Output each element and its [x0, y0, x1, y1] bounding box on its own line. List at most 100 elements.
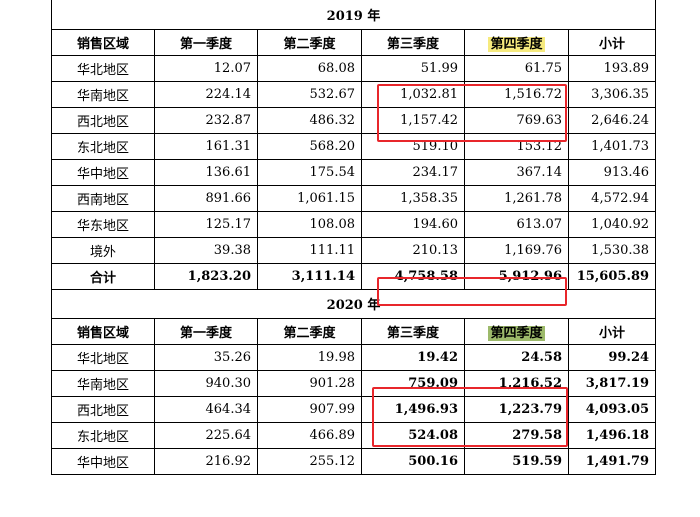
col-header-q4: 第四季度 [464, 317, 569, 345]
subtotal-cell: 3,306.35 [567, 80, 657, 108]
region-cell: 东北地区 [51, 132, 155, 160]
table-row: 西北地区 464.34 907.99 1,496.93 1,223.79 4,0… [51, 395, 657, 423]
q4-cell: 1,261.78 [464, 184, 569, 212]
subtotal-cell: 99.24 [567, 343, 657, 371]
region-cell: 东北地区 [51, 421, 155, 449]
q4-cell: 24.58 [464, 343, 569, 371]
table-row: 华东地区 125.17 108.08 194.60 613.07 1,040.9… [51, 210, 657, 238]
col-header-subtotal: 小计 [567, 317, 657, 345]
total-q3: 4,758.58 [361, 262, 465, 290]
col-header-q2: 第二季度 [257, 28, 362, 56]
q3-cell: 1,358.35 [361, 184, 465, 212]
region-cell: 华北地区 [51, 343, 155, 371]
q1-cell: 940.30 [154, 369, 258, 397]
q1-cell: 161.31 [154, 132, 258, 160]
sales-document: 2019 年 销售区域 第一季度 第二季度 第三季度 第四季度 小计 华北地区 … [50, 0, 657, 475]
col-header-region: 销售区域 [51, 317, 155, 345]
region-cell: 西南地区 [51, 184, 155, 212]
region-cell: 华中地区 [51, 447, 155, 475]
table-row: 东北地区 225.64 466.89 524.08 279.58 1,496.1… [51, 421, 657, 449]
header-row-2019: 销售区域 第一季度 第二季度 第三季度 第四季度 小计 [51, 28, 657, 56]
q1-cell: 216.92 [154, 447, 258, 475]
region-cell: 西北地区 [51, 106, 155, 134]
q1-cell: 12.07 [154, 54, 258, 82]
q2-cell: 255.12 [257, 447, 362, 475]
header-row-2020: 销售区域 第一季度 第二季度 第三季度 第四季度 小计 [51, 317, 657, 345]
total-label: 合计 [51, 262, 155, 290]
q1-cell: 136.61 [154, 158, 258, 186]
q3-cell: 194.60 [361, 210, 465, 238]
q3-cell: 1,157.42 [361, 106, 465, 134]
table-row: 华南地区 940.30 901.28 759.09 1,216.52 3,817… [51, 369, 657, 397]
subtotal-cell: 4,093.05 [567, 395, 657, 423]
q1-cell: 464.34 [154, 395, 258, 423]
table-row: 华中地区 216.92 255.12 500.16 519.59 1,491.7… [51, 447, 657, 475]
q3-cell: 524.08 [361, 421, 465, 449]
col-header-region: 销售区域 [51, 28, 155, 56]
table-row: 华南地区 224.14 532.67 1,032.81 1,516.72 3,3… [51, 80, 657, 108]
year-title-2020: 2020 年 [50, 288, 657, 319]
region-cell: 华北地区 [51, 54, 155, 82]
subtotal-cell: 913.46 [567, 158, 657, 186]
highlighted-q4-label: 第四季度 [488, 36, 545, 52]
q1-cell: 39.38 [154, 236, 258, 264]
q1-cell: 891.66 [154, 184, 258, 212]
subtotal-cell: 3,817.19 [567, 369, 657, 397]
table-row: 华中地区 136.61 175.54 234.17 367.14 913.46 [51, 158, 657, 186]
q4-cell: 1,169.76 [464, 236, 569, 264]
q2-cell: 68.08 [257, 54, 362, 82]
sales-table: 2019 年 销售区域 第一季度 第二季度 第三季度 第四季度 小计 华北地区 … [50, 0, 657, 475]
subtotal-cell: 1,491.79 [567, 447, 657, 475]
col-header-subtotal: 小计 [567, 28, 657, 56]
q3-cell: 1,496.93 [361, 395, 465, 423]
q4-cell: 769.63 [464, 106, 569, 134]
q3-cell: 519.10 [361, 132, 465, 160]
table-row: 东北地区 161.31 568.20 519.10 153.12 1,401.7… [51, 132, 657, 160]
q4-cell: 613.07 [464, 210, 569, 238]
subtotal-cell: 1,040.92 [567, 210, 657, 238]
subtotal-cell: 2,646.24 [567, 106, 657, 134]
region-cell: 西北地区 [51, 395, 155, 423]
col-header-q4: 第四季度 [464, 28, 569, 56]
q2-cell: 568.20 [257, 132, 362, 160]
total-subtotal: 15,605.89 [567, 262, 657, 290]
q3-cell: 19.42 [361, 343, 465, 371]
table-row: 华北地区 12.07 68.08 51.99 61.75 193.89 [51, 54, 657, 82]
region-cell: 华南地区 [51, 80, 155, 108]
col-header-q2: 第二季度 [257, 317, 362, 345]
table-row: 境外 39.38 111.11 210.13 1,169.76 1,530.38 [51, 236, 657, 264]
total-q4: 5,912.96 [464, 262, 569, 290]
q2-cell: 486.32 [257, 106, 362, 134]
q3-cell: 234.17 [361, 158, 465, 186]
q1-cell: 125.17 [154, 210, 258, 238]
q4-cell: 1,223.79 [464, 395, 569, 423]
col-header-q1: 第一季度 [154, 317, 258, 345]
q2-cell: 175.54 [257, 158, 362, 186]
q2-cell: 466.89 [257, 421, 362, 449]
subtotal-cell: 1,401.73 [567, 132, 657, 160]
q1-cell: 35.26 [154, 343, 258, 371]
q2-cell: 19.98 [257, 343, 362, 371]
col-header-q1: 第一季度 [154, 28, 258, 56]
year-row-2019: 2019 年 [50, 0, 657, 30]
q2-cell: 907.99 [257, 395, 362, 423]
q3-cell: 500.16 [361, 447, 465, 475]
q2-cell: 532.67 [257, 80, 362, 108]
q4-cell: 1,516.72 [464, 80, 569, 108]
subtotal-cell: 1,496.18 [567, 421, 657, 449]
region-cell: 华中地区 [51, 158, 155, 186]
year-title-2019: 2019 年 [50, 0, 657, 30]
q2-cell: 108.08 [257, 210, 362, 238]
total-q2: 3,111.14 [257, 262, 362, 290]
table-row: 华北地区 35.26 19.98 19.42 24.58 99.24 [51, 343, 657, 371]
q4-cell: 61.75 [464, 54, 569, 82]
q4-cell: 367.14 [464, 158, 569, 186]
highlighted-q4-label: 第四季度 [488, 325, 545, 341]
region-cell: 境外 [51, 236, 155, 264]
subtotal-cell: 4,572.94 [567, 184, 657, 212]
q1-cell: 224.14 [154, 80, 258, 108]
q3-cell: 759.09 [361, 369, 465, 397]
total-q1: 1,823.20 [154, 262, 258, 290]
q4-cell: 1,216.52 [464, 369, 569, 397]
q4-cell: 519.59 [464, 447, 569, 475]
